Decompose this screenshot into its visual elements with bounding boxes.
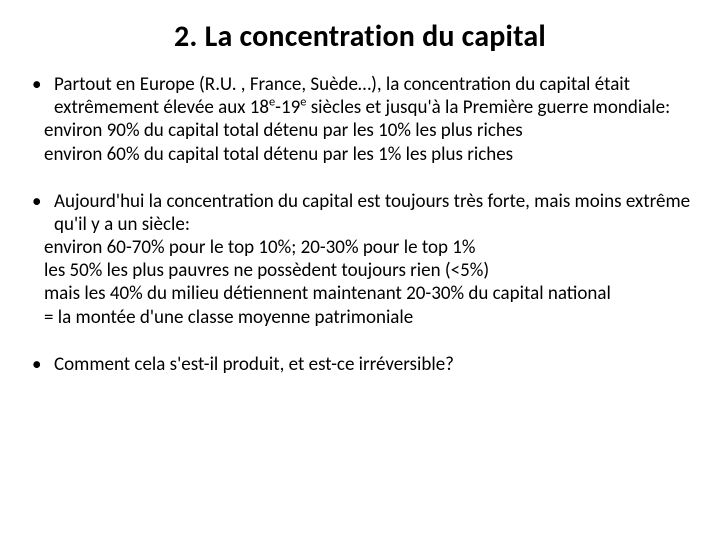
slide-title: 2. La concentration du capital bbox=[28, 18, 692, 55]
bullet-1-line-3: environ 60% du capital total détenu par … bbox=[28, 143, 692, 166]
bullet-1: • Partout en Europe (R.U. , France, Suèd… bbox=[28, 73, 692, 166]
bullet-2-lead: Aujourd'hui la concentration du capital … bbox=[54, 190, 692, 236]
bullet-3-text: Comment cela s'est-il produit, et est-ce… bbox=[54, 353, 692, 376]
b1-mid: -19 bbox=[275, 96, 300, 119]
bullet-2-line-3: les 50% les plus pauvres ne possèdent to… bbox=[28, 259, 692, 282]
bullet-1-lead: Partout en Europe (R.U. , France, Suède…… bbox=[54, 73, 692, 119]
bullet-2: • Aujourd'hui la concentration du capita… bbox=[28, 190, 692, 329]
bullet-dot-icon: • bbox=[28, 73, 54, 119]
bullet-3: • Comment cela s'est-il produit, et est-… bbox=[28, 353, 692, 376]
bullet-dot-icon: • bbox=[28, 353, 54, 376]
bullet-2-line-5: = la montée d'une classe moyenne patrimo… bbox=[28, 306, 692, 329]
bullet-2-line-2: environ 60-70% pour le top 10%; 20-30% p… bbox=[28, 236, 692, 259]
b1-part-b: siècles et jusqu'à la Première guerre mo… bbox=[306, 96, 670, 119]
bullet-2-line-4: mais les 40% du milieu détiennent mainte… bbox=[28, 282, 692, 305]
bullet-dot-icon: • bbox=[28, 190, 54, 236]
bullet-1-line-2: environ 90% du capital total détenu par … bbox=[28, 119, 692, 142]
